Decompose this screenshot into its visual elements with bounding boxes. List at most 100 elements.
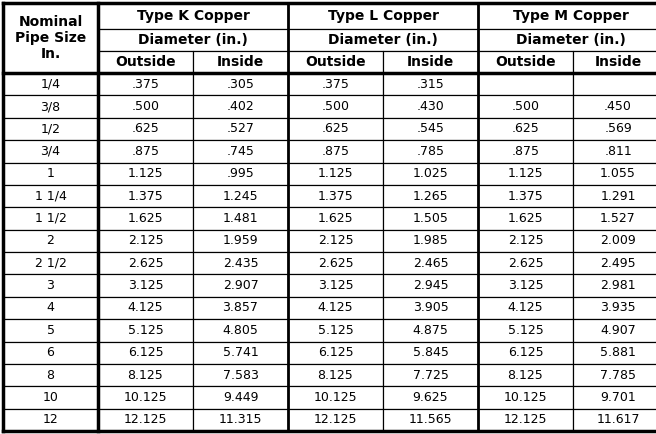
Bar (193, 95, 288, 118)
Bar (288, 185, 383, 207)
Text: Inside: Inside (407, 55, 454, 69)
Bar (573, 207, 656, 230)
Bar (573, 185, 656, 207)
Bar (98, 207, 193, 230)
Text: .569: .569 (604, 122, 632, 135)
Bar (573, 118, 656, 140)
Text: 8: 8 (47, 368, 54, 381)
Bar (383, 162, 478, 185)
Bar (288, 73, 383, 95)
Text: .995: .995 (226, 167, 255, 180)
Text: .450: .450 (604, 100, 632, 113)
Bar (383, 364, 478, 386)
Bar (478, 297, 573, 319)
Bar (193, 73, 288, 95)
Text: Inside: Inside (594, 55, 642, 69)
Text: .500: .500 (131, 100, 159, 113)
Bar (98, 364, 193, 386)
Bar (288, 3, 478, 29)
Bar (573, 319, 656, 342)
Text: .527: .527 (226, 122, 255, 135)
Text: 6: 6 (47, 346, 54, 359)
Text: 3/4: 3/4 (41, 145, 60, 158)
Bar (3, 274, 98, 297)
Text: 12: 12 (43, 413, 58, 426)
Text: 1.375: 1.375 (128, 190, 163, 203)
Text: 2.625: 2.625 (318, 256, 354, 270)
Bar (383, 207, 478, 230)
Bar (288, 319, 383, 342)
Bar (288, 51, 383, 73)
Text: 8.125: 8.125 (128, 368, 163, 381)
Bar (98, 95, 193, 118)
Bar (3, 162, 98, 185)
Bar (193, 252, 288, 274)
Text: 11.617: 11.617 (596, 413, 640, 426)
Text: .625: .625 (512, 122, 539, 135)
Text: 1: 1 (47, 167, 54, 180)
Bar (288, 297, 383, 319)
Text: Diameter (in.): Diameter (in.) (328, 33, 438, 47)
Bar (3, 386, 98, 409)
Text: 6.125: 6.125 (508, 346, 543, 359)
Text: 3.125: 3.125 (318, 279, 354, 292)
Text: 4.125: 4.125 (508, 302, 543, 315)
Text: 1.505: 1.505 (413, 212, 449, 225)
Text: .875: .875 (131, 145, 159, 158)
Bar (573, 342, 656, 364)
Text: 9.449: 9.449 (223, 391, 258, 404)
Bar (573, 252, 656, 274)
Bar (98, 29, 288, 51)
Bar (98, 73, 193, 95)
Text: 5.881: 5.881 (600, 346, 636, 359)
Text: 5: 5 (47, 324, 54, 337)
Text: 1.025: 1.025 (413, 167, 448, 180)
Bar (478, 342, 573, 364)
Bar (288, 342, 383, 364)
Bar (288, 29, 478, 51)
Text: 1/2: 1/2 (41, 122, 60, 135)
Text: 1.245: 1.245 (222, 190, 258, 203)
Text: .785: .785 (417, 145, 445, 158)
Text: 4: 4 (47, 302, 54, 315)
Bar (478, 230, 573, 252)
Text: 2.125: 2.125 (508, 234, 543, 247)
Bar (573, 95, 656, 118)
Bar (98, 319, 193, 342)
Text: 10.125: 10.125 (124, 391, 167, 404)
Bar (98, 162, 193, 185)
Bar (573, 73, 656, 95)
Text: 12.125: 12.125 (314, 413, 358, 426)
Text: 2.981: 2.981 (600, 279, 636, 292)
Text: 1 1/2: 1 1/2 (35, 212, 66, 225)
Bar (288, 274, 383, 297)
Text: 1.959: 1.959 (222, 234, 258, 247)
Text: Outside: Outside (305, 55, 366, 69)
Bar (288, 364, 383, 386)
Text: 2.625: 2.625 (508, 256, 543, 270)
Text: Outside: Outside (495, 55, 556, 69)
Text: 1.625: 1.625 (128, 212, 163, 225)
Bar (573, 409, 656, 431)
Bar (288, 386, 383, 409)
Text: 2.125: 2.125 (128, 234, 163, 247)
Bar (383, 95, 478, 118)
Text: 11.565: 11.565 (409, 413, 453, 426)
Text: 10.125: 10.125 (504, 391, 547, 404)
Bar (3, 252, 98, 274)
Bar (3, 297, 98, 319)
Bar (478, 252, 573, 274)
Bar (3, 118, 98, 140)
Bar (193, 342, 288, 364)
Bar (478, 95, 573, 118)
Bar (193, 207, 288, 230)
Bar (288, 162, 383, 185)
Bar (383, 342, 478, 364)
Text: .430: .430 (417, 100, 444, 113)
Text: Diameter (in.): Diameter (in.) (138, 33, 248, 47)
Bar (193, 364, 288, 386)
Text: .745: .745 (226, 145, 255, 158)
Text: 6.125: 6.125 (318, 346, 354, 359)
Text: 5.125: 5.125 (318, 324, 354, 337)
Text: 3.125: 3.125 (508, 279, 543, 292)
